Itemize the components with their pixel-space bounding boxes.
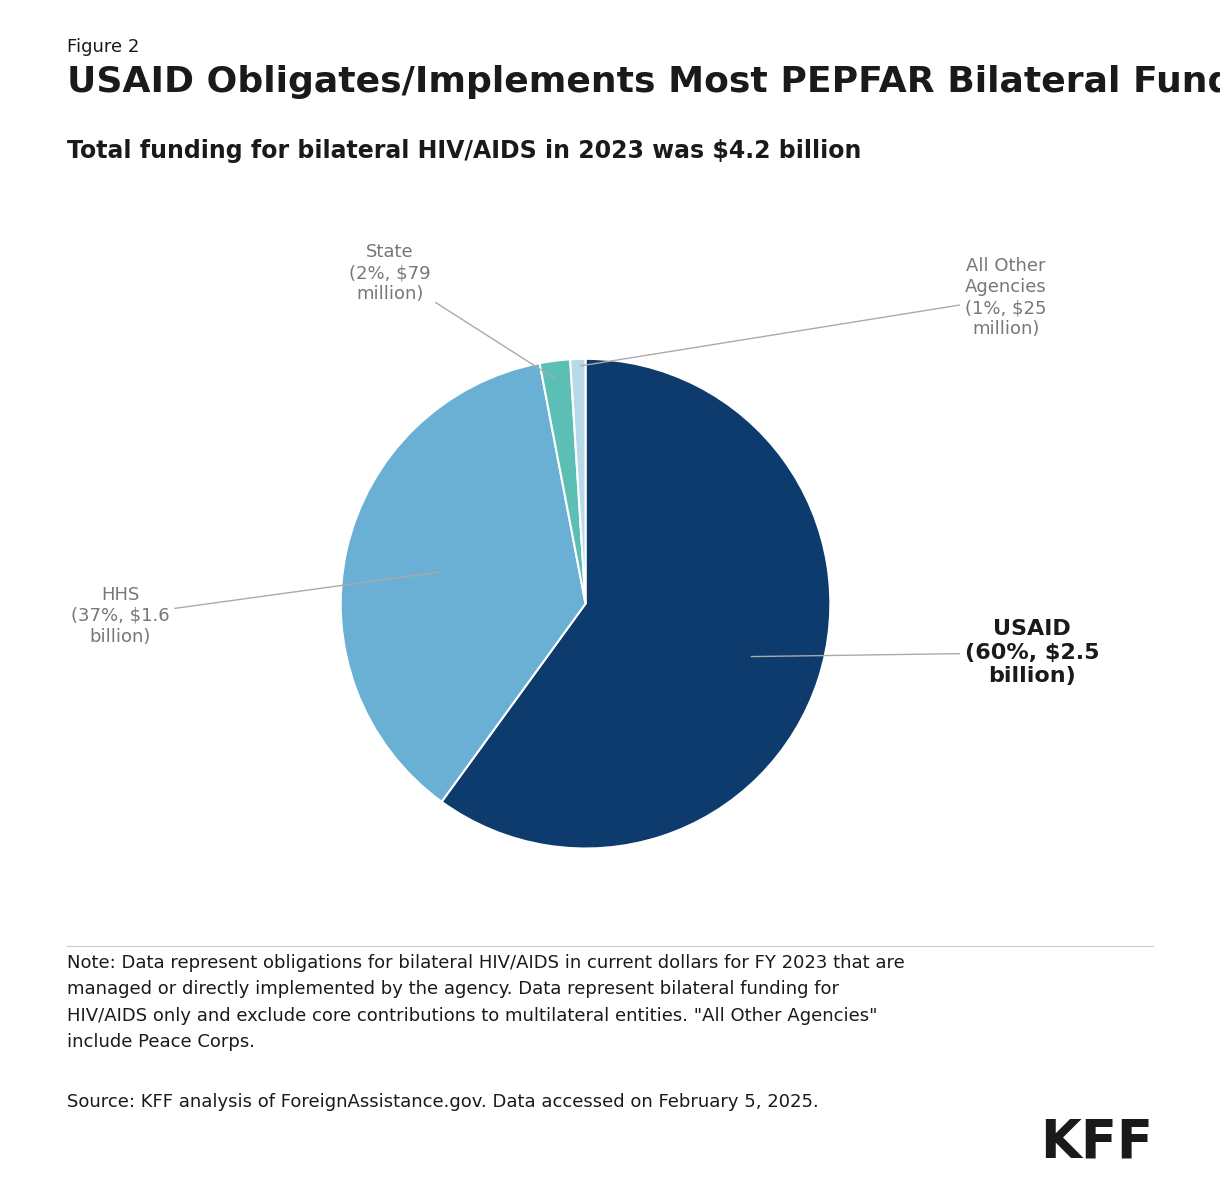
Text: USAID
(60%, $2.5
billion): USAID (60%, $2.5 billion) xyxy=(752,619,1099,686)
Text: HHS
(37%, $1.6
billion): HHS (37%, $1.6 billion) xyxy=(71,572,439,645)
Text: USAID Obligates/Implements Most PEPFAR Bilateral Funding: USAID Obligates/Implements Most PEPFAR B… xyxy=(67,65,1220,99)
Text: Source: KFF analysis of ForeignAssistance.gov. Data accessed on February 5, 2025: Source: KFF analysis of ForeignAssistanc… xyxy=(67,1093,819,1111)
Text: KFF: KFF xyxy=(1039,1117,1153,1169)
Text: Figure 2: Figure 2 xyxy=(67,38,139,56)
Text: Note: Data represent obligations for bilateral HIV/AIDS in current dollars for F: Note: Data represent obligations for bil… xyxy=(67,954,905,1051)
Wedge shape xyxy=(570,359,586,604)
Text: State
(2%, $79
million): State (2%, $79 million) xyxy=(349,243,555,378)
Wedge shape xyxy=(340,363,586,801)
Wedge shape xyxy=(442,359,831,849)
Text: Total funding for bilateral HIV/AIDS in 2023 was $4.2 billion: Total funding for bilateral HIV/AIDS in … xyxy=(67,139,861,163)
Wedge shape xyxy=(539,359,586,604)
Text: All Other
Agencies
(1%, $25
million): All Other Agencies (1%, $25 million) xyxy=(581,258,1047,366)
